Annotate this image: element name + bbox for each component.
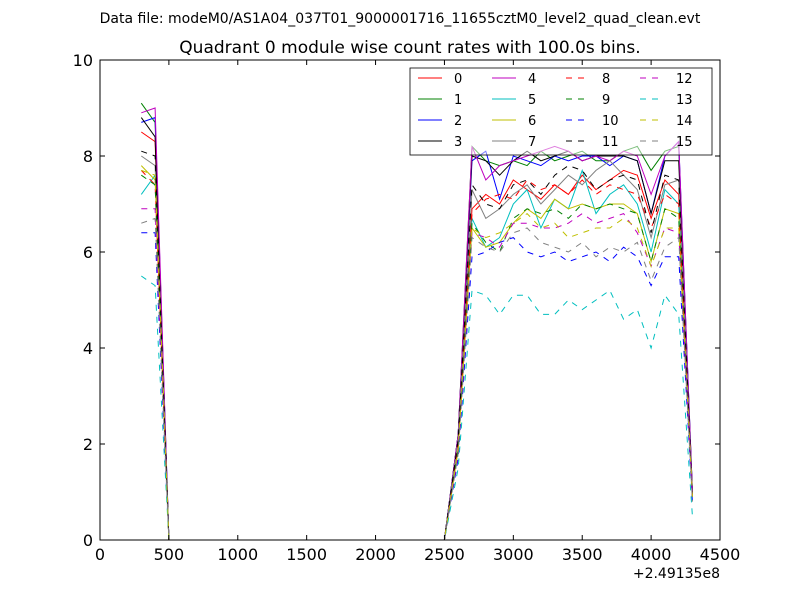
legend-label-3: 3 bbox=[454, 135, 462, 150]
series-line-2 bbox=[141, 116, 693, 541]
legend-label-2: 2 bbox=[454, 114, 462, 129]
x-tick-label: 4500 bbox=[700, 545, 741, 564]
x-tick-label: 3500 bbox=[562, 545, 603, 564]
x-tick-label: 2500 bbox=[424, 545, 465, 564]
series-layer bbox=[140, 102, 693, 541]
legend-label-11: 11 bbox=[602, 135, 619, 150]
series-line-5 bbox=[140, 168, 693, 541]
legend-label-13: 13 bbox=[676, 93, 693, 108]
legend-label-5: 5 bbox=[528, 93, 536, 108]
legend-label-9: 9 bbox=[602, 93, 610, 108]
series-line-13 bbox=[141, 275, 693, 541]
x-tick-label: 1500 bbox=[286, 545, 327, 564]
series-line-1 bbox=[140, 102, 693, 541]
series-line-0 bbox=[141, 131, 693, 541]
series-line-3 bbox=[140, 117, 693, 541]
legend-box bbox=[409, 67, 713, 156]
chart-title: Quadrant 0 module wise count rates with … bbox=[179, 38, 640, 58]
legend-label-0: 0 bbox=[454, 72, 462, 87]
legend-label-12: 12 bbox=[676, 72, 693, 87]
legend-label-10: 10 bbox=[602, 114, 619, 129]
suptitle: Data file: modeM0/AS1A04_037T01_90000017… bbox=[100, 11, 701, 27]
series-line-4 bbox=[141, 107, 693, 541]
legend-label-8: 8 bbox=[602, 72, 610, 87]
x-tick-label: 1000 bbox=[217, 545, 258, 564]
x-tick-label: 3000 bbox=[493, 545, 534, 564]
series-line-11 bbox=[141, 150, 693, 541]
series-line-15 bbox=[141, 217, 693, 541]
y-tick-label: 6 bbox=[83, 243, 93, 262]
series-line-6 bbox=[140, 165, 693, 541]
legend-label-14: 14 bbox=[676, 114, 693, 129]
series-line-8 bbox=[140, 170, 693, 541]
series-line-10 bbox=[141, 232, 693, 541]
legend-label-15: 15 bbox=[676, 135, 693, 150]
y-tick-label: 2 bbox=[83, 435, 93, 454]
y-tick-label: 4 bbox=[83, 339, 93, 358]
plot-area-frame bbox=[99, 59, 721, 541]
x-tick-label: 500 bbox=[154, 545, 185, 564]
legend-label-4: 4 bbox=[528, 72, 536, 87]
series-line-7 bbox=[141, 155, 693, 541]
series-line-9 bbox=[141, 174, 693, 541]
legend-label-7: 7 bbox=[528, 135, 536, 150]
y-tick-label: 10 bbox=[73, 51, 93, 70]
legend-label-6: 6 bbox=[528, 114, 536, 129]
axis-layer: 0 500 1000 1500 2000 2500 3000 3500 4000 4500 0 2 4 6… bbox=[73, 51, 741, 564]
x-offset-label: +2.49135e8 bbox=[633, 566, 720, 582]
y-tick-label: 0 bbox=[83, 531, 93, 550]
x-tick-label: 4000 bbox=[631, 545, 672, 564]
series-line-12 bbox=[141, 208, 693, 541]
y-tick-label: 8 bbox=[83, 147, 93, 166]
x-tick-label: 0 bbox=[95, 545, 105, 564]
legend-label-1: 1 bbox=[454, 93, 462, 108]
x-tick-label: 2000 bbox=[355, 545, 396, 564]
series-line-14 bbox=[141, 169, 693, 541]
